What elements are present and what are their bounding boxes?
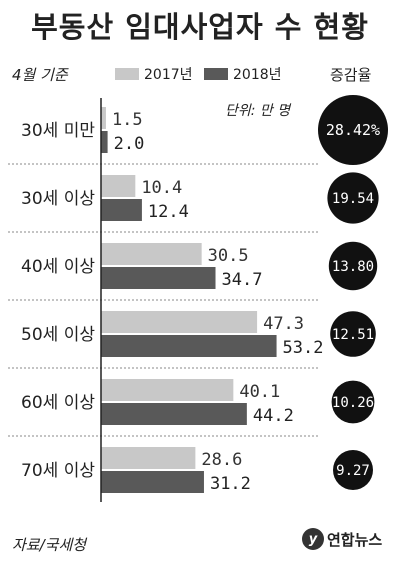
value-label-2018: 53.2: [283, 338, 324, 358]
growth-rate-value: 28.42%: [326, 121, 380, 139]
bar-2018: [101, 267, 216, 289]
legend-item-2017: 2017년: [115, 64, 193, 84]
value-label-2017: 40.1: [239, 382, 280, 402]
growth-rate-value: 9.27: [336, 463, 370, 479]
logo-text: 연합뉴스: [327, 530, 383, 549]
value-label-2018: 44.2: [253, 406, 294, 426]
bar-2018: [101, 403, 247, 425]
chart-title: 부동산 임대사업자 수 현황: [31, 10, 369, 44]
category-label: 70세 이상: [21, 461, 95, 481]
value-label-2018: 31.2: [210, 474, 251, 494]
growth-rate-value: 19.54: [332, 191, 374, 207]
category-label: 30세 미만: [21, 121, 95, 141]
growth-rate-value: 13.80: [332, 259, 374, 275]
period-note: 4월 기준: [12, 66, 68, 84]
bar-2017: [101, 379, 234, 401]
bar-2017: [101, 243, 202, 265]
growth-rate-badge: [327, 172, 379, 224]
category-label: 40세 이상: [21, 257, 95, 277]
value-label-2017: 28.6: [201, 450, 242, 470]
unit-note: 단위: 만 명: [225, 103, 291, 119]
bar-2017: [101, 311, 258, 333]
growth-rate-header: 증감율: [330, 66, 372, 84]
agency-logo: y 연합뉴스: [302, 528, 382, 550]
value-label-2017: 1.5: [112, 110, 143, 130]
growth-rate-badge: [318, 95, 388, 165]
category-label: 60세 이상: [21, 393, 95, 413]
value-label-2018: 2.0: [114, 134, 145, 154]
category-label: 50세 이상: [21, 325, 95, 345]
growth-rate-badge: [330, 311, 376, 357]
value-label-2018: 34.7: [222, 270, 263, 290]
value-label-2017: 30.5: [208, 246, 249, 266]
legend-label-2018: 2018년: [233, 67, 282, 83]
logo-mark-icon: y: [302, 528, 324, 550]
growth-rate-value: 10.26: [332, 395, 374, 411]
bar-2017: [101, 175, 136, 197]
value-label-2018: 12.4: [148, 202, 189, 222]
bar-2017: [101, 107, 106, 129]
legend-swatch-2017: [115, 68, 139, 80]
growth-rate-badge: [328, 241, 378, 291]
growth-rate-badge: [331, 380, 375, 424]
growth-rate-badge: [333, 450, 373, 490]
bar-2018: [101, 199, 142, 221]
bar-2018: [101, 335, 277, 357]
category-label: 30세 이상: [21, 189, 95, 209]
growth-rate-value: 12.51: [332, 327, 374, 343]
bar-2018: [101, 471, 204, 493]
legend-swatch-2018: [204, 68, 228, 80]
source-note: 자료/국세청: [12, 536, 87, 554]
bar-2018: [101, 131, 108, 153]
bar-2017: [101, 447, 196, 469]
legend-item-2018: 2018년: [204, 64, 282, 84]
value-label-2017: 10.4: [141, 178, 182, 198]
legend-label-2017: 2017년: [144, 67, 193, 83]
value-label-2017: 47.3: [263, 314, 304, 334]
